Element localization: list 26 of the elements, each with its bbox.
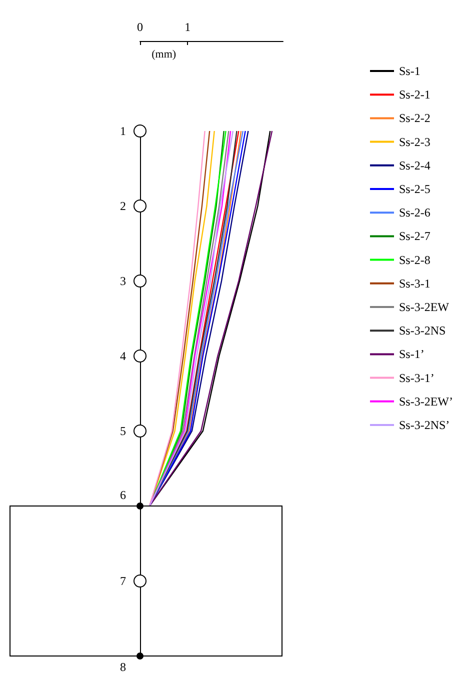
legend-label: Ss-3-1’ [399,370,434,385]
y-tick-label: 8 [120,660,126,674]
y-tick-label: 3 [120,274,126,288]
y-tick-label: 6 [120,488,126,502]
legend-label: Ss-2-3 [399,134,430,149]
legend-label: Ss-3-2EW’ [399,394,454,408]
y-tick-label: 2 [120,199,126,213]
y-tick-label: 4 [120,349,126,363]
legend-label: Ss-2-7 [399,229,430,244]
y-tick-label: 7 [120,574,126,588]
legend-label: Ss-2-6 [399,206,430,220]
legend-label: Ss-3-2EW [399,300,450,314]
legend-label: Ss-2-4 [399,158,430,172]
y-tick-label: 5 [120,424,126,438]
legend-label: Ss-2-5 [399,182,430,196]
legend-label: Ss-1’ [399,347,424,362]
legend-label: Ss-3-2NS [399,324,446,338]
legend-label: Ss-3-1 [399,276,430,290]
legend-label: Ss-2-8 [399,252,430,267]
legend-label: Ss-2-1 [399,88,430,102]
legend-label: Ss-3-2NS’ [399,418,450,432]
x-tick-label: 0 [137,20,143,34]
x-axis-title: (mm) [152,48,176,60]
legend-label: Ss-2-2 [399,111,430,126]
legend-label: Ss-1 [399,64,420,78]
y-tick-label: 1 [120,124,126,138]
